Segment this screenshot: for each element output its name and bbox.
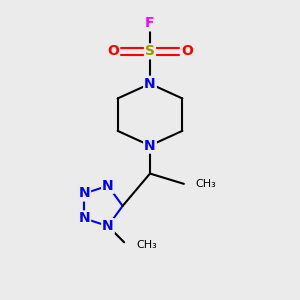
Text: N: N (102, 219, 114, 233)
Text: S: S (145, 44, 155, 58)
Text: O: O (107, 44, 119, 58)
Text: N: N (79, 212, 90, 225)
Text: N: N (102, 179, 114, 193)
Text: N: N (79, 187, 90, 200)
Text: F: F (145, 16, 155, 30)
Text: N: N (144, 77, 156, 91)
Text: N: N (144, 139, 156, 153)
Text: CH₃: CH₃ (136, 240, 157, 250)
Text: CH₃: CH₃ (196, 179, 216, 189)
Text: O: O (181, 44, 193, 58)
